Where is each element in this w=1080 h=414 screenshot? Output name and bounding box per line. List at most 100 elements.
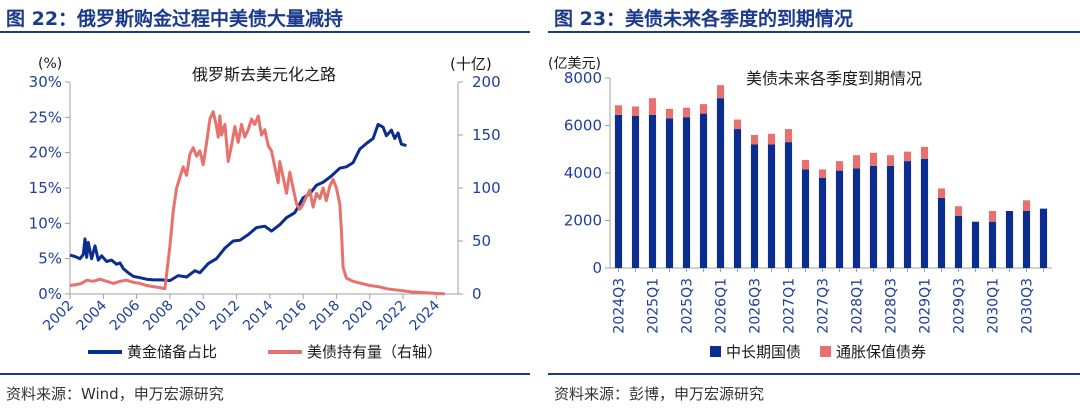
bar-segment-tips: [733, 119, 742, 130]
bar-segment-tips: [784, 129, 793, 143]
y-tick-label: 6000: [564, 117, 602, 135]
y-left-tick-label: 5%: [38, 250, 62, 268]
y-axis-unit: (亿美元): [548, 56, 601, 72]
legend-swatch-notes-bonds: [710, 346, 721, 357]
x-tick-label: 2010: [174, 298, 211, 335]
bar-segment-notes-bonds: [988, 221, 997, 268]
bar-segment-tips: [954, 206, 963, 216]
bar-segment-notes-bonds: [716, 98, 725, 268]
bar-segment-tips: [852, 155, 861, 169]
x-tick-label: 2025Q3: [680, 278, 696, 334]
bar-segment-notes-bonds: [1005, 211, 1014, 268]
chart-title: 美债未来各季度到期情况: [746, 69, 922, 88]
series-line-gold-share: [69, 122, 407, 283]
x-tick-label: 2025Q1: [646, 278, 662, 334]
x-tick-label: 2006: [107, 297, 144, 334]
bar-segment-notes-bonds: [852, 168, 861, 268]
y-right-unit: (十亿): [450, 55, 492, 73]
bar-segment-tips: [835, 161, 844, 171]
right-figure-panel: 图 23：美债未来各季度的到期情况 美债未来各季度到期情况 (亿美元) 0 2000 4…: [548, 0, 1080, 414]
y-left-tick-label: 0%: [38, 285, 62, 303]
x-tick-label: 2022: [373, 298, 410, 335]
bar-segment-tips: [988, 211, 997, 222]
y-left-tick-label: 25%: [29, 108, 62, 126]
bar-segment-notes-bonds: [733, 129, 742, 268]
y-right-tick-label: 200: [472, 73, 501, 91]
bar-segment-notes-bonds: [665, 118, 674, 268]
y-left-unit: (%): [38, 56, 62, 72]
figure-22-title: 图 22：俄罗斯购金过程中美债大量减持: [6, 8, 344, 30]
bar-segment-notes-bonds: [818, 177, 827, 268]
bar-segment-notes-bonds: [869, 165, 878, 268]
x-tick-label: 2030Q1: [986, 278, 1002, 334]
bar-segment-tips: [767, 133, 776, 145]
bar-segment-notes-bonds: [699, 113, 708, 268]
bar-segment-tips: [665, 108, 674, 119]
bar-segment-notes-bonds: [886, 165, 895, 268]
y-tick-label: 2000: [564, 212, 602, 230]
bar-segment-tips: [1022, 200, 1031, 211]
y-left-tick-label: 15%: [29, 179, 62, 197]
x-tick-label: 2028Q3: [884, 278, 900, 334]
y-right-tick-label: 0: [472, 285, 482, 303]
x-tick-label: 2026Q3: [748, 278, 764, 334]
y-right-tick-label: 50: [472, 232, 491, 250]
legend-label-treasury: 美债持有量（右轴）: [307, 343, 442, 361]
x-tick-label: 2028Q1: [850, 278, 866, 334]
bar-segment-tips: [937, 188, 946, 198]
chart-title: 俄罗斯去美元化之路: [192, 65, 336, 84]
source-rule: [548, 373, 1080, 375]
title-rule: [0, 31, 530, 33]
bar-segment-notes-bonds: [801, 169, 810, 268]
bar-segment-notes-bonds: [920, 158, 929, 268]
x-tick-label: 2018: [307, 298, 344, 335]
source-rule: [0, 373, 530, 375]
x-tick-label: 2008: [140, 298, 177, 335]
x-tick-label: 2024Q3: [612, 278, 628, 334]
y-right-tick-label: 150: [472, 126, 501, 144]
figure-23-source: 资料来源：彭博，申万宏源研究: [554, 385, 765, 403]
bar-segment-tips: [801, 159, 810, 170]
x-tick-label: 2029Q3: [952, 278, 968, 334]
bar-segment-tips: [716, 85, 725, 99]
legend-swatch-tips: [820, 346, 831, 357]
bar-segment-notes-bonds: [784, 142, 793, 268]
russia-dedollarization-chart: 俄罗斯去美元化之路 (%) (十亿) 0% 5% 10% 15% 20% 25% 30% 0 50 10…: [29, 55, 501, 361]
bar-segment-notes-bonds: [937, 197, 946, 268]
bar-segment-notes-bonds: [648, 114, 657, 268]
x-tick-label: 2027Q3: [816, 278, 832, 334]
bar-segment-notes-bonds: [1022, 211, 1031, 268]
bar-segment-tips: [648, 98, 657, 115]
left-figure-panel: 图 22：俄罗斯购金过程中美债大量减持 俄罗斯去美元化之路 (%) (十亿) 0% 5%…: [0, 0, 530, 414]
bar-segment-notes-bonds: [1039, 208, 1048, 268]
bar-segment-notes-bonds: [631, 116, 640, 268]
x-tick-label: 2016: [273, 297, 310, 334]
title-rule: [548, 31, 1080, 33]
bar-segment-notes-bonds: [835, 170, 844, 268]
bar-segment-tips: [869, 152, 878, 166]
y-right-tick-label: 100: [472, 179, 501, 197]
bar-segment-tips: [750, 135, 759, 145]
bar-segment-tips: [886, 155, 895, 166]
bar-segment-tips: [614, 105, 623, 115]
x-tick-label: 2027Q1: [782, 278, 798, 334]
y-left-tick-label: 20%: [29, 144, 62, 162]
bar-segment-notes-bonds: [903, 161, 912, 268]
y-tick-label: 8000: [564, 69, 602, 87]
figure-22-source: 资料来源：Wind，申万宏源研究: [6, 385, 224, 403]
y-tick-label: 0: [592, 259, 602, 277]
treasury-maturity-chart: 美债未来各季度到期情况 (亿美元) 0 2000 4000 6000 8000 2024Q3 2…: [548, 56, 1052, 361]
bar-segment-notes-bonds: [971, 221, 980, 268]
y-left-tick-label: 30%: [29, 73, 62, 91]
bar-segment-notes-bonds: [750, 144, 759, 268]
y-tick-label: 4000: [564, 164, 602, 182]
x-tick-label: 2024: [407, 297, 444, 334]
bar-segment-tips: [818, 169, 827, 178]
bar-segment-tips: [903, 151, 912, 162]
bar-segment-notes-bonds: [682, 117, 691, 268]
x-tick-label: 2004: [74, 297, 111, 334]
bar-segment-notes-bonds: [954, 215, 963, 268]
x-tick-label: 2029Q1: [918, 278, 934, 334]
bar-segment-notes-bonds: [614, 114, 623, 268]
figure-23-title: 图 23：美债未来各季度的到期情况: [554, 8, 854, 30]
